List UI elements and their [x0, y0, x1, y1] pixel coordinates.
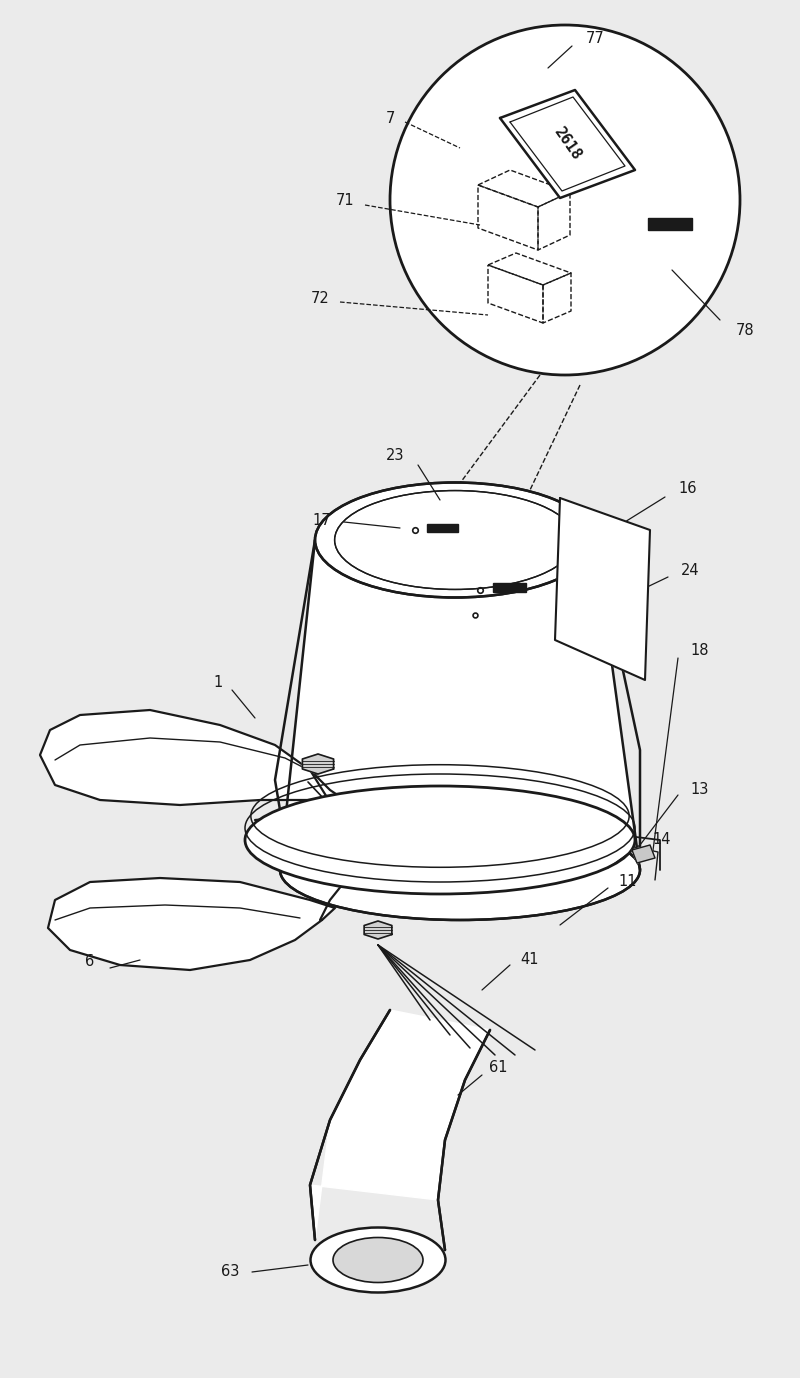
Polygon shape: [648, 218, 692, 230]
Polygon shape: [493, 583, 526, 593]
Polygon shape: [280, 540, 640, 870]
Ellipse shape: [310, 1228, 446, 1293]
Polygon shape: [40, 710, 338, 814]
Text: 23: 23: [386, 448, 404, 463]
Polygon shape: [364, 921, 392, 938]
Polygon shape: [555, 497, 650, 679]
Polygon shape: [500, 90, 635, 198]
Polygon shape: [310, 1010, 490, 1240]
Text: 2618: 2618: [550, 124, 584, 163]
Polygon shape: [48, 878, 335, 970]
Text: 13: 13: [691, 783, 709, 798]
Text: 72: 72: [310, 291, 330, 306]
Text: 78: 78: [736, 322, 754, 338]
Polygon shape: [632, 845, 655, 863]
Text: 16: 16: [678, 481, 698, 496]
Text: 71: 71: [336, 193, 354, 208]
Polygon shape: [427, 524, 458, 532]
Text: 61: 61: [489, 1061, 507, 1075]
Text: 18: 18: [690, 642, 710, 657]
Ellipse shape: [245, 785, 635, 894]
Text: 6: 6: [86, 955, 94, 970]
Text: 14: 14: [653, 832, 671, 847]
Ellipse shape: [315, 482, 595, 598]
Text: 7: 7: [386, 110, 394, 125]
Text: 63: 63: [221, 1265, 239, 1280]
Text: 1: 1: [214, 674, 222, 689]
Ellipse shape: [280, 820, 640, 921]
Text: 11: 11: [618, 875, 638, 890]
Polygon shape: [302, 754, 334, 774]
Ellipse shape: [333, 1237, 423, 1283]
Circle shape: [390, 25, 740, 375]
Text: 41: 41: [521, 952, 539, 967]
Text: 77: 77: [586, 30, 604, 45]
Text: 24: 24: [681, 562, 699, 577]
Text: 17: 17: [313, 513, 331, 528]
